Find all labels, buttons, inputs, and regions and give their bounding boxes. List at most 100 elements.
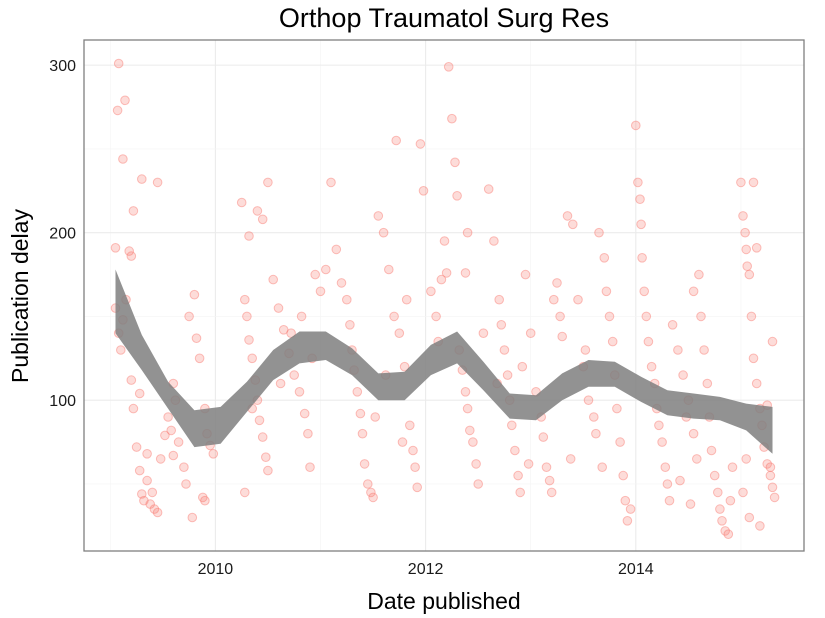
data-point	[696, 311, 706, 322]
data-point	[436, 274, 447, 285]
data-point	[591, 428, 601, 439]
data-point	[305, 462, 315, 473]
data-point	[494, 294, 505, 305]
data-point	[692, 454, 702, 464]
data-point	[755, 521, 765, 531]
data-point	[538, 432, 549, 442]
data-point	[321, 264, 331, 275]
data-point	[431, 311, 441, 322]
data-point	[748, 177, 759, 188]
data-point	[443, 62, 454, 72]
data-point	[744, 512, 755, 523]
data-point	[112, 105, 123, 116]
x-tick-label: 2010	[198, 561, 234, 578]
data-point	[499, 345, 510, 355]
chart-title: Orthop Traumatol Surg Res	[279, 3, 609, 33]
data-point	[289, 370, 300, 380]
data-point	[439, 236, 450, 246]
data-point	[294, 387, 305, 397]
data-point	[113, 58, 124, 69]
data-point	[740, 227, 750, 238]
data-point	[184, 311, 194, 322]
data-point	[373, 211, 384, 221]
data-point	[589, 412, 599, 422]
data-point	[378, 227, 389, 238]
data-point	[359, 459, 370, 469]
data-point	[149, 504, 160, 514]
data-point	[418, 186, 429, 196]
data-point	[200, 495, 210, 506]
data-point	[520, 269, 531, 280]
plot-background	[84, 40, 804, 551]
data-point	[394, 328, 405, 339]
data-point	[657, 437, 667, 447]
data-point	[748, 353, 759, 364]
data-point	[142, 449, 152, 459]
data-point	[326, 177, 336, 188]
data-point	[662, 479, 673, 489]
data-point	[408, 445, 418, 456]
data-point	[240, 487, 250, 498]
data-point	[673, 345, 683, 355]
data-point	[147, 487, 158, 498]
data-point	[168, 450, 179, 461]
data-point	[447, 113, 457, 124]
data-point	[549, 294, 559, 305]
data-point	[460, 387, 471, 397]
data-point	[128, 403, 139, 414]
data-point	[355, 408, 366, 419]
data-point	[296, 311, 307, 322]
data-point	[762, 459, 773, 469]
data-point	[639, 286, 650, 297]
data-point	[620, 495, 631, 506]
data-point	[715, 504, 725, 514]
data-point	[568, 219, 578, 230]
data-point	[194, 353, 205, 364]
data-point	[544, 475, 555, 486]
data-point	[391, 135, 402, 146]
data-point	[720, 526, 731, 536]
data-point	[636, 219, 646, 230]
data-point	[717, 516, 727, 526]
data-point	[637, 252, 647, 263]
data-point	[622, 516, 633, 526]
data-point	[688, 286, 699, 297]
data-point	[667, 320, 678, 330]
data-point	[767, 336, 778, 347]
data-point	[126, 251, 137, 261]
data-point	[583, 395, 594, 406]
data-point	[137, 174, 147, 184]
data-point	[746, 311, 757, 322]
data-point	[525, 328, 536, 339]
data-point	[709, 470, 720, 481]
data-point	[126, 375, 137, 385]
data-point	[370, 412, 381, 422]
data-point	[275, 378, 286, 389]
data-point	[179, 462, 189, 473]
data-point	[278, 325, 289, 335]
data-point	[145, 499, 155, 509]
data-point	[727, 462, 738, 473]
data-point	[240, 294, 250, 305]
data-point	[597, 462, 608, 473]
data-point	[573, 294, 583, 305]
data-point	[460, 268, 471, 278]
data-point	[646, 361, 657, 372]
data-point	[410, 462, 420, 473]
data-point	[352, 387, 363, 397]
data-point	[263, 465, 273, 476]
data-point	[688, 428, 699, 439]
data-point	[751, 243, 762, 253]
data-point	[736, 177, 746, 188]
data-point	[363, 479, 373, 489]
data-point	[389, 311, 399, 322]
data-point	[247, 353, 257, 364]
data-point	[384, 264, 394, 275]
data-point	[713, 487, 723, 498]
data-point	[441, 268, 452, 278]
data-point	[236, 197, 247, 208]
data-point	[633, 177, 643, 188]
data-point	[155, 454, 166, 464]
data-point	[517, 361, 528, 372]
data-point	[244, 335, 254, 345]
